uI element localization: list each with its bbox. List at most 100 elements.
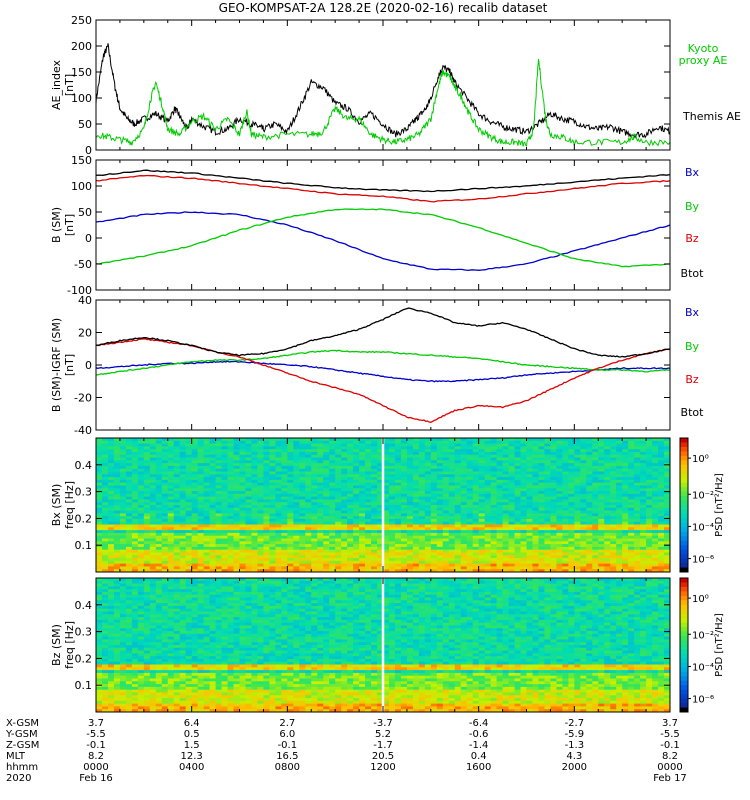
- spectrogram-cell: [221, 485, 228, 489]
- spectrogram-cell: [209, 502, 216, 506]
- spectrogram-cell: [287, 518, 294, 523]
- spectrogram-cell: [185, 499, 193, 503]
- spectrogram-cell: [490, 451, 498, 456]
- spectrogram-cell: [472, 479, 480, 484]
- spectrogram-cell: [610, 527, 617, 531]
- spectrogram-cell: [323, 546, 330, 551]
- spectrogram-cell: [556, 505, 563, 509]
- spectrogram-cell: [281, 546, 288, 551]
- spectrogram-cell: [155, 485, 163, 489]
- spectrogram-cell: [604, 532, 611, 537]
- spectrogram-cell: [335, 563, 342, 567]
- spectrogram-cell: [365, 460, 372, 464]
- spectrogram-cell: [96, 546, 103, 551]
- spectrogram-cell: [173, 530, 181, 534]
- spectrogram-cell: [179, 491, 187, 495]
- spectrogram-cell: [406, 496, 414, 500]
- spectrogram-cell: [508, 457, 515, 461]
- spectrogram-cell: [574, 516, 581, 520]
- spectrogram-cell: [454, 460, 462, 464]
- spectrogram-cell: [365, 477, 372, 481]
- spectrogram-cell: [490, 569, 498, 573]
- spectrogram-cell: [454, 457, 462, 461]
- spectrogram-cell: [472, 513, 480, 517]
- spectrogram-cell: [96, 499, 103, 503]
- spectrogram-cell: [424, 482, 432, 486]
- spectrogram-cell: [311, 516, 318, 520]
- spectrogram-cell: [197, 541, 205, 545]
- spectrogram-cell: [412, 471, 420, 475]
- spectrogram-cell: [610, 558, 617, 562]
- spectrogram-cell: [245, 468, 252, 472]
- spectrogram-cell: [466, 516, 474, 520]
- spectrogram-cell: [436, 482, 444, 486]
- spectrogram-cell: [101, 477, 109, 481]
- spectrogram-cell: [251, 549, 258, 553]
- spectrogram-cell: [215, 457, 222, 461]
- spectrogram-cell: [275, 446, 282, 450]
- spectrogram-cell: [652, 449, 659, 453]
- spectrogram-cell: [556, 471, 563, 475]
- spectrogram-cell: [436, 474, 444, 478]
- spectrogram-cell: [221, 521, 228, 525]
- spectrogram-cell: [245, 555, 252, 559]
- spectrogram-cell: [377, 552, 384, 556]
- spectrogram-cell: [604, 471, 611, 475]
- spectrogram-cell: [532, 563, 539, 567]
- spectrogram-cell: [371, 552, 378, 556]
- spectrogram-cell: [383, 479, 390, 484]
- spectrogram-cell: [508, 535, 515, 539]
- spectrogram-cell: [664, 510, 671, 514]
- spectrogram-cell: [311, 502, 318, 506]
- spectrogram-cell: [574, 507, 581, 511]
- spectrogram-cell: [179, 535, 187, 539]
- spectrogram-cell: [550, 507, 557, 511]
- spectrogram-cell: [616, 465, 623, 470]
- spectrogram-cell: [532, 510, 539, 514]
- spectrogram-cell: [598, 460, 605, 464]
- spectrogram-cell: [586, 491, 593, 495]
- spectrogram-cell: [658, 463, 665, 467]
- spectrogram-cell: [239, 485, 246, 489]
- colorbar-segment: [680, 464, 688, 470]
- spectrogram-cell: [436, 471, 444, 475]
- spectrogram-cell: [616, 558, 623, 562]
- spectrogram-cell: [490, 449, 498, 453]
- spectrogram-cell: [406, 527, 414, 531]
- spectrogram-cell: [257, 479, 264, 484]
- spectrogram-cell: [634, 530, 641, 534]
- spectrogram-cell: [293, 502, 300, 506]
- spectrogram-cell: [544, 460, 551, 464]
- spectrogram-cell: [478, 513, 486, 517]
- spectrogram-cell: [143, 460, 151, 464]
- spectrogram-cell: [155, 488, 163, 492]
- spectrogram-cell: [394, 493, 402, 498]
- spectrogram-cell: [227, 477, 234, 481]
- spectrogram-cell: [568, 446, 575, 450]
- spectrogram-cell: [101, 440, 109, 444]
- spectrogram-cell: [430, 544, 438, 548]
- spectrogram-cell: [257, 546, 264, 551]
- spectrogram-cell: [532, 569, 539, 573]
- panel-bx_psd: 0.10.20.30.4Bx (SM) freq [Hz]10⁰10⁻²10⁻⁴1…: [50, 437, 725, 573]
- spectrogram-cell: [610, 460, 617, 464]
- spectrogram-cell: [592, 460, 599, 464]
- spectrogram-cell: [616, 499, 623, 503]
- spectrogram-cell: [502, 510, 509, 514]
- spectrogram-cell: [478, 468, 486, 472]
- spectrogram-cell: [299, 527, 306, 531]
- spectrogram-cell: [478, 493, 486, 498]
- spectrogram-cell: [131, 440, 139, 444]
- spectrogram-cell: [442, 555, 450, 559]
- spectrogram-cell: [245, 546, 252, 551]
- spectrogram-cell: [167, 502, 175, 506]
- spectrogram-cell: [287, 446, 294, 450]
- spectrogram-cell: [125, 555, 133, 559]
- spectrogram-cell: [185, 454, 193, 458]
- spectrogram-cell: [394, 560, 402, 565]
- spectrogram-cell: [287, 527, 294, 531]
- spectrogram-cell: [359, 502, 366, 506]
- spectrogram-cell: [239, 477, 246, 481]
- spectrogram-cell: [430, 535, 438, 539]
- spectrogram-cell: [412, 555, 420, 559]
